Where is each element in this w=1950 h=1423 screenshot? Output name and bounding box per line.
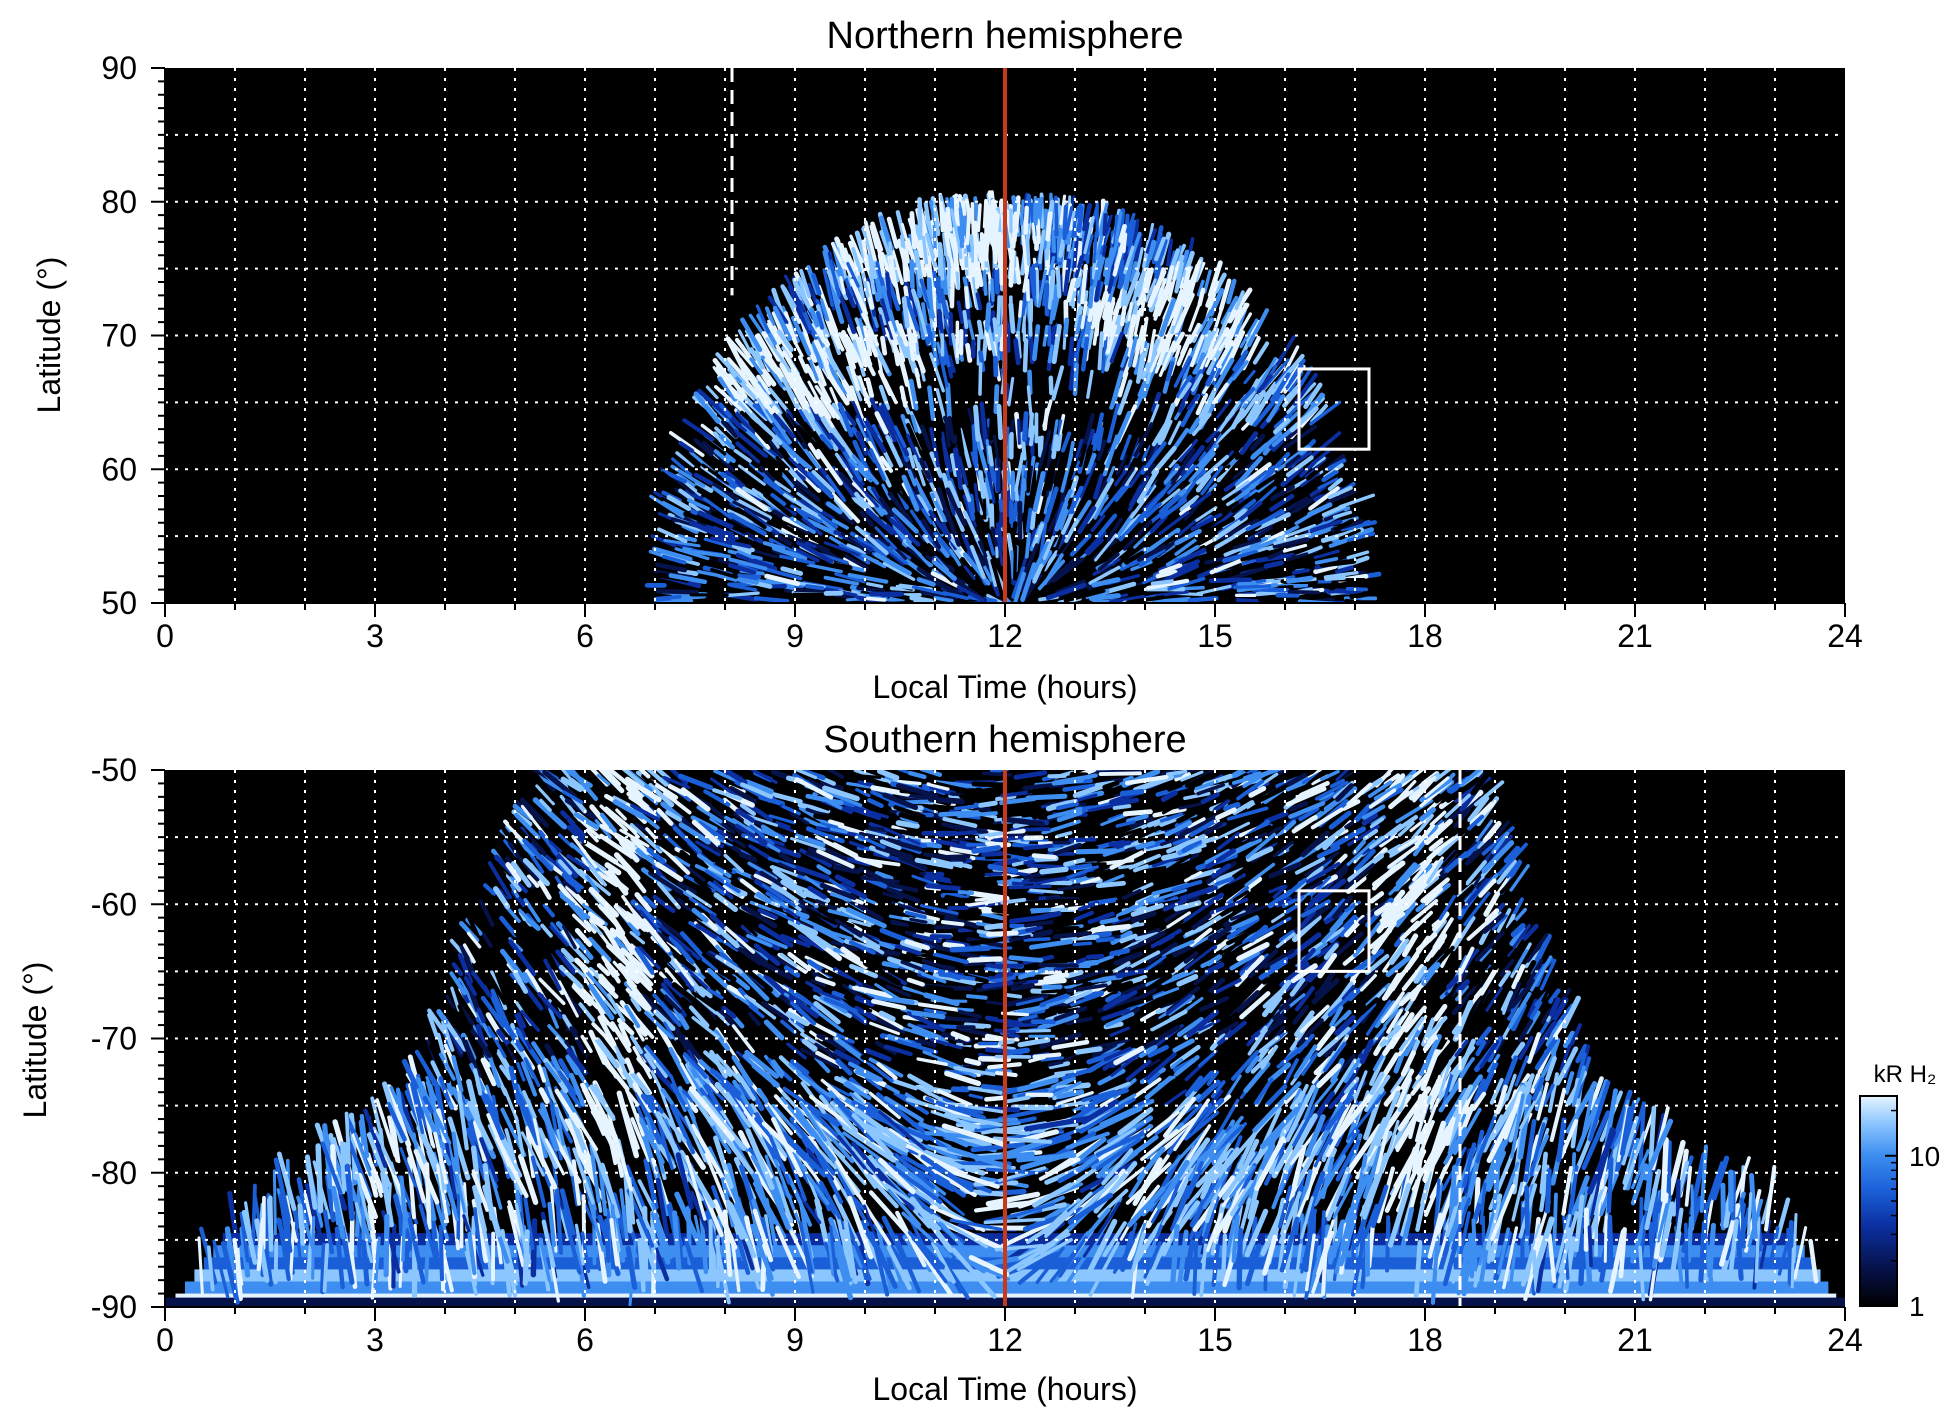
northern-region-box [1297,367,1371,451]
ytick-label: -70 [91,1021,137,1057]
colorbar-tick-label: 10 [1909,1141,1940,1172]
ytick-label: 50 [101,585,137,621]
ytick-label: -80 [91,1155,137,1191]
ytick-label: -50 [91,752,137,788]
colorbar-tick-label: 1 [1909,1291,1925,1322]
ytick-label: 70 [101,318,137,354]
xtick-label: 18 [1407,618,1443,654]
ytick-label: 90 [101,50,137,86]
xtick-label: 6 [576,1322,594,1358]
ytick-label: 60 [101,451,137,487]
xtick-label: 3 [366,1322,384,1358]
xtick-label: 24 [1827,618,1863,654]
ytick-label: -90 [91,1289,137,1325]
ytick-label: 80 [101,184,137,220]
xtick-label: 18 [1407,1322,1443,1358]
southern-title: Southern hemisphere [823,719,1186,761]
xtick-label: 6 [576,618,594,654]
northern-axes: 0 3 6 9 12 15 18 21 24 50 60 70 80 90 [101,50,1862,654]
xtick-label: 15 [1197,1322,1233,1358]
northern-ylabel: Latitude (°) [31,257,67,414]
colorbar: kR H₂ 1 10 [1859,1061,1940,1322]
southern-axes: 0 3 6 9 12 15 18 21 24 -90 -80 -70 -60 -50 [91,752,1863,1358]
xtick-label: 3 [366,618,384,654]
southern-region-box [1297,889,1371,973]
xtick-label: 24 [1827,1322,1863,1358]
xtick-label: 15 [1197,618,1233,654]
northern-title: Northern hemisphere [827,15,1184,57]
colorbar-label: kR H₂ [1874,1061,1937,1088]
xtick-label: 21 [1617,1322,1653,1358]
southern-ylabel: Latitude (°) [17,962,53,1119]
northern-xlabel: Local Time (hours) [873,669,1138,705]
northern-emission-map [644,190,1384,603]
xtick-label: 0 [156,618,174,654]
southern-xlabel: Local Time (hours) [873,1371,1138,1407]
xtick-label: 12 [987,1322,1023,1358]
xtick-label: 21 [1617,618,1653,654]
southern-panel: Southern hemisphere 0 3 6 9 12 15 18 21 24 -90 -80… [17,719,1863,1407]
colorbar-ticks: 1 10 [1885,1109,1940,1322]
xtick-label: 12 [987,618,1023,654]
xtick-label: 0 [156,1322,174,1358]
northern-panel: Northern hemisphere 0 3 6 9 12 15 18 21 24 50 60 70… [31,15,1863,705]
xtick-label: 9 [786,1322,804,1358]
ytick-label: -60 [91,886,137,922]
xtick-label: 9 [786,618,804,654]
